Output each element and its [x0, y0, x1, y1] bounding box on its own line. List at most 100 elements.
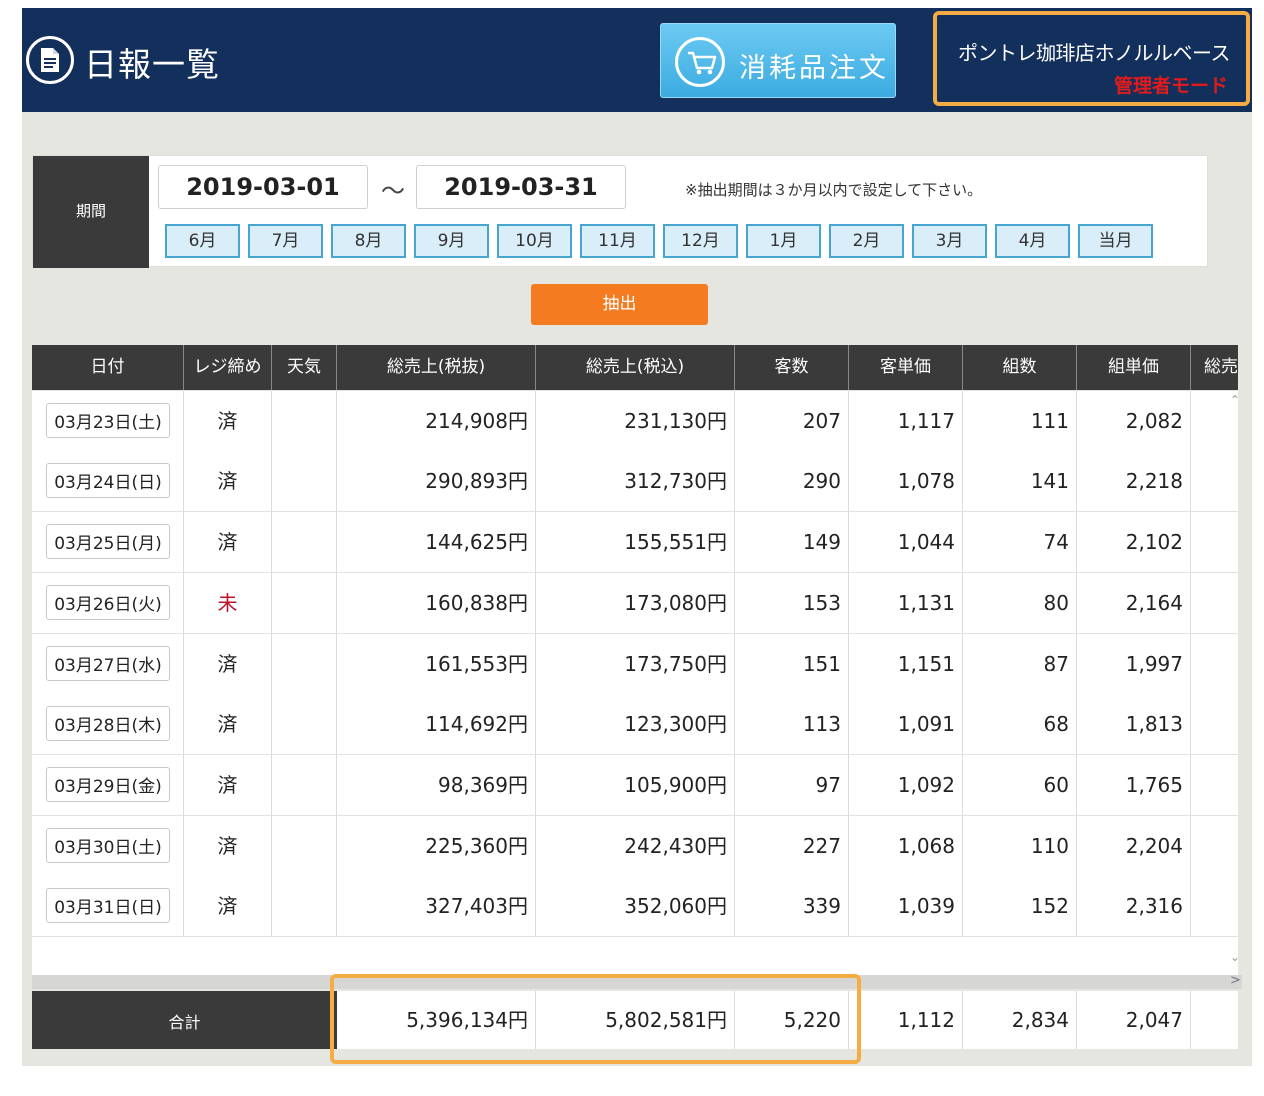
- customers-cell: 227: [735, 815, 849, 876]
- date-button[interactable]: 03月28日(木): [46, 706, 170, 742]
- month-button[interactable]: 10月: [497, 224, 572, 258]
- table-row[interactable]: 03月24日(日) 済 290,893円 312,730円 290 1,078 141 2,2…: [32, 451, 1238, 513]
- date-cell: 03月24日(日): [32, 451, 184, 512]
- customers-cell: 97: [735, 754, 849, 815]
- cart-icon: [675, 37, 725, 87]
- per-group-cell: 1,813: [1077, 694, 1191, 755]
- date-button[interactable]: 03月29日(金): [46, 766, 170, 802]
- table-row[interactable]: 03月28日(木) 済 114,692円 123,300円 113 1,091 68 1,81…: [32, 694, 1238, 756]
- scroll-up-icon[interactable]: ⌃: [1230, 393, 1241, 407]
- customers-cell: 339: [735, 876, 849, 937]
- date-from-input[interactable]: [158, 165, 368, 209]
- total-per-customer: 1,112: [849, 991, 963, 1049]
- per-customer-cell: 1,117: [849, 390, 963, 451]
- totals-label-box: 合計: [32, 991, 337, 1049]
- table-row[interactable]: 03月29日(金) 済 98,369円 105,900円 97 1,092 60 1,765: [32, 754, 1238, 816]
- total-sales-excl-tax: 5,396,134円: [337, 991, 536, 1049]
- header-bar: 日報一覧 消耗品注文 ポントレ珈琲店ホノルルベース 管理者モード: [22, 8, 1252, 112]
- month-button[interactable]: 7月: [248, 224, 323, 258]
- header-sales-excl-tax[interactable]: 総売上(税抜): [337, 345, 536, 390]
- month-button[interactable]: 9月: [414, 224, 489, 258]
- groups-cell: 110: [963, 815, 1077, 876]
- per-group-cell: 1,765: [1077, 754, 1191, 815]
- weather-cell: [272, 754, 337, 815]
- chevron-right-icon[interactable]: >: [1230, 973, 1241, 988]
- month-button[interactable]: 3月: [912, 224, 987, 258]
- per-group-cell: 2,204: [1077, 815, 1191, 876]
- date-button[interactable]: 03月26日(火): [46, 584, 170, 620]
- header-per-customer[interactable]: 客単価: [849, 345, 963, 390]
- sales-incl-tax-cell: 155,551円: [536, 512, 735, 573]
- sales-excl-tax-cell: 160,838円: [337, 572, 536, 633]
- date-button[interactable]: 03月24日(日): [46, 463, 170, 499]
- sales-incl-tax-cell: 123,300円: [536, 694, 735, 755]
- register-close-cell: 未: [184, 572, 272, 633]
- month-button[interactable]: 6月: [165, 224, 240, 258]
- header-date[interactable]: 日付: [32, 345, 184, 390]
- page-title: 日報一覧: [84, 45, 220, 84]
- sales-excl-tax-cell: 225,360円: [337, 815, 536, 876]
- daily-report-table[interactable]: 日付 レジ締め 天気 総売上(税抜) 総売上(税込) 客数 客単価 組数 組単価…: [32, 345, 1238, 975]
- sales-excl-tax-cell: 161,553円: [337, 633, 536, 694]
- register-close-cell: 済: [184, 876, 272, 937]
- table-row[interactable]: 03月27日(水) 済 161,553円 173,750円 151 1,151 87 1,99…: [32, 633, 1238, 695]
- date-button[interactable]: 03月27日(水): [46, 645, 170, 681]
- scroll-down-icon[interactable]: ⌄: [1230, 950, 1241, 964]
- per-group-cell: 2,164: [1077, 572, 1191, 633]
- sales-incl-tax-cell: 352,060円: [536, 876, 735, 937]
- per-customer-cell: 1,131: [849, 572, 963, 633]
- table-row[interactable]: 03月25日(月) 済 144,625円 155,551円 149 1,044 74 2,10…: [32, 512, 1238, 574]
- sales-excl-tax-cell: 214,908円: [337, 390, 536, 451]
- month-button[interactable]: 11月: [580, 224, 655, 258]
- header-customers[interactable]: 客数: [735, 345, 849, 390]
- header-per-group[interactable]: 組単価: [1077, 345, 1191, 390]
- total-sales-truncated-cell: [1191, 634, 1238, 694]
- admin-mode-label: 管理者モード: [1113, 75, 1228, 97]
- month-button[interactable]: 2月: [829, 224, 904, 258]
- date-button[interactable]: 03月31日(日): [46, 888, 170, 924]
- consumables-order-button[interactable]: 消耗品注文: [660, 23, 896, 98]
- date-button[interactable]: 03月23日(土): [46, 402, 170, 438]
- groups-cell: 68: [963, 694, 1077, 755]
- header-total-sales-truncated[interactable]: 総売: [1204, 357, 1238, 377]
- per-customer-cell: 1,091: [849, 694, 963, 755]
- customers-cell: 207: [735, 390, 849, 451]
- month-button[interactable]: 12月: [663, 224, 738, 258]
- table-row[interactable]: 03月31日(日) 済 327,403円 352,060円 339 1,039 152 2,3…: [32, 876, 1238, 938]
- weather-cell: [272, 633, 337, 694]
- extract-button[interactable]: 抽出: [531, 284, 708, 325]
- period-label: 期間: [75, 202, 106, 220]
- total-sales-truncated-cell: [1191, 694, 1238, 754]
- date-cell: 03月23日(土): [32, 390, 184, 451]
- store-info-box: ポントレ珈琲店ホノルルベース 管理者モード: [933, 11, 1250, 106]
- month-button[interactable]: 1月: [746, 224, 821, 258]
- customers-cell: 113: [735, 694, 849, 755]
- sales-excl-tax-cell: 144,625円: [337, 512, 536, 573]
- table-row[interactable]: 03月23日(土) 済 214,908円 231,130円 207 1,117 111 2,0…: [32, 390, 1238, 452]
- total-sales-truncated-cell: [1191, 512, 1238, 572]
- total-per-group: 2,047: [1077, 991, 1191, 1049]
- header-weather[interactable]: 天気: [272, 345, 337, 390]
- app-window: 日報一覧 消耗品注文 ポントレ珈琲店ホノルルベース 管理者モード 期間 ～ ※抽…: [22, 8, 1252, 1066]
- month-button[interactable]: 4月: [995, 224, 1070, 258]
- total-sales-truncated-cell: [1191, 755, 1238, 815]
- per-group-cell: 2,082: [1077, 390, 1191, 451]
- weather-cell: [272, 876, 337, 937]
- period-filter-panel: 期間 ～ ※抽出期間は３か月以内で設定して下さい。 6月7月8月9月10月11月…: [32, 155, 1208, 268]
- header-sales-incl-tax[interactable]: 総売上(税込): [536, 345, 735, 390]
- header-groups[interactable]: 組数: [963, 345, 1077, 390]
- date-cell: 03月31日(日): [32, 876, 184, 937]
- date-to-input[interactable]: [416, 165, 626, 209]
- month-button[interactable]: 当月: [1078, 224, 1153, 258]
- sales-incl-tax-cell: 173,750円: [536, 633, 735, 694]
- header-register-close[interactable]: レジ締め: [184, 345, 272, 390]
- table-row[interactable]: 03月30日(土) 済 225,360円 242,430円 227 1,068 110 2,2…: [32, 815, 1238, 877]
- date-button[interactable]: 03月25日(月): [46, 524, 170, 560]
- register-close-cell: 済: [184, 694, 272, 755]
- groups-cell: 152: [963, 876, 1077, 937]
- per-customer-cell: 1,044: [849, 512, 963, 573]
- month-button[interactable]: 8月: [331, 224, 406, 258]
- date-button[interactable]: 03月30日(土): [46, 827, 170, 863]
- table-row[interactable]: 03月26日(火) 未 160,838円 173,080円 153 1,131 80 2,16…: [32, 572, 1238, 634]
- weather-cell: [272, 572, 337, 633]
